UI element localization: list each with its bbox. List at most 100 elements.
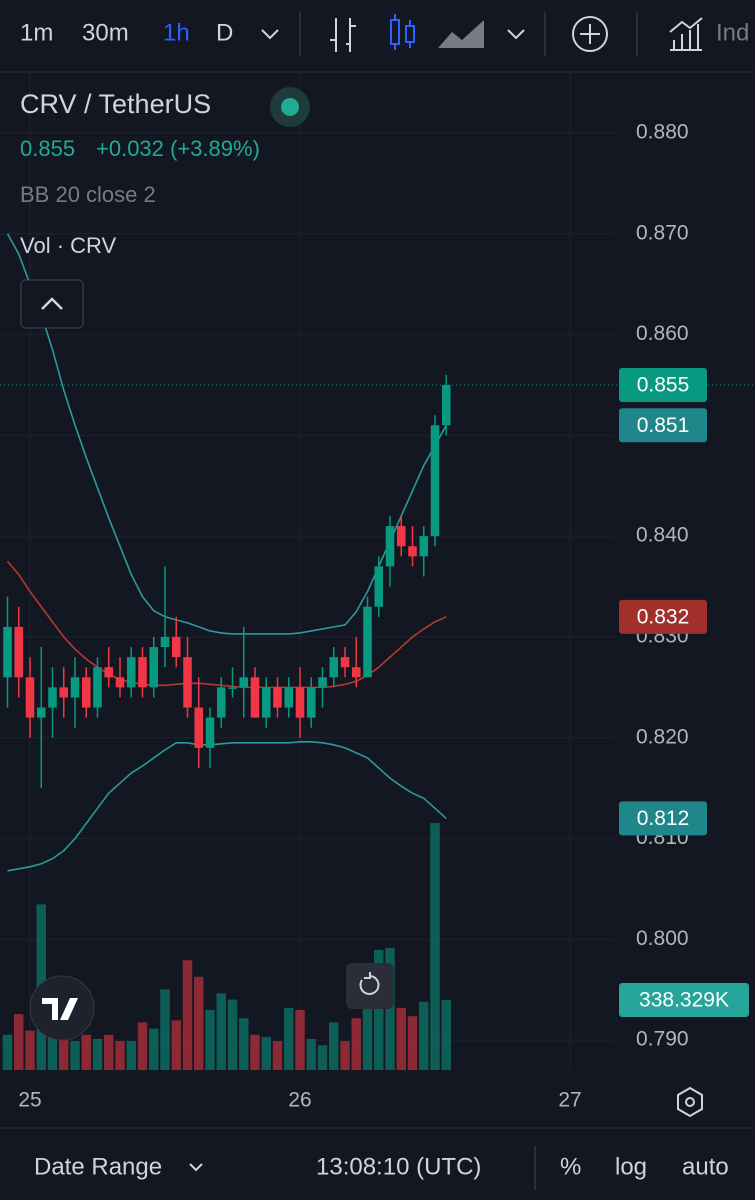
interval-button[interactable]: D	[216, 19, 233, 46]
volume-bar	[14, 1014, 24, 1070]
volume-bar	[261, 1036, 271, 1070]
volume-bar	[227, 999, 238, 1070]
settings-icon[interactable]	[677, 1086, 703, 1118]
volume-bar	[70, 1041, 80, 1070]
candle-body	[318, 677, 327, 688]
volume-bar	[419, 1001, 429, 1070]
logo[interactable]	[29, 975, 95, 1041]
price-tag-label: 0.832	[637, 605, 690, 628]
candle-body	[194, 707, 204, 748]
volume-bar	[115, 1041, 125, 1070]
bb-upper	[6, 233, 447, 635]
volume-bar	[126, 1041, 136, 1070]
volume-bar	[284, 1007, 294, 1070]
indicators-label[interactable]: Ind	[716, 19, 749, 46]
candle-body	[295, 687, 305, 718]
volume-bar	[340, 1041, 350, 1070]
candle-body	[329, 657, 339, 678]
candle-body	[374, 566, 384, 607]
candle-body	[261, 687, 271, 718]
interval-button[interactable]: 1m	[20, 19, 53, 46]
volume-bar	[396, 1007, 406, 1070]
area-icon[interactable]	[438, 20, 484, 48]
date-range-dropdown[interactable]	[189, 1163, 203, 1172]
last-price: 0.855	[20, 136, 75, 161]
candle-body	[441, 384, 451, 426]
volume-bar	[25, 1030, 35, 1070]
volume-bar	[2, 1034, 13, 1070]
candle-body	[250, 677, 260, 718]
candle-body	[340, 657, 350, 668]
price-change: +0.032 (+3.89%)	[96, 136, 260, 161]
candle-body	[48, 687, 57, 708]
candle-body	[351, 667, 361, 678]
collapse-icon	[41, 297, 63, 310]
collapse-button[interactable]	[20, 279, 84, 329]
volume-bar	[104, 1034, 114, 1070]
settings-icon-center	[685, 1097, 695, 1107]
logo-mark	[42, 998, 78, 1020]
y-tick-label: 0.880	[636, 121, 689, 144]
price-tag	[619, 367, 707, 402]
volume-bar	[250, 1034, 260, 1070]
date-range[interactable]: Date Range	[34, 1153, 162, 1180]
bb-basis	[6, 560, 447, 689]
price-tag	[619, 408, 707, 443]
volume-bar	[362, 987, 373, 1070]
volume-bar	[385, 947, 395, 1070]
candle-body	[284, 687, 294, 708]
symbol-title: CRV / TetherUS	[20, 89, 211, 119]
candle-body	[205, 717, 215, 748]
volume-bar	[205, 1009, 215, 1070]
volume-bar	[194, 976, 204, 1070]
price-tag	[619, 599, 707, 634]
candle-body	[149, 647, 159, 688]
clock: 13:08:10 (UTC)	[316, 1153, 481, 1180]
volume-bar	[295, 1009, 305, 1070]
reset-button[interactable]	[346, 963, 394, 1009]
volume-bar	[407, 1016, 418, 1070]
candle-body	[93, 667, 102, 708]
x-tick-label: 26	[288, 1089, 311, 1112]
add-button[interactable]	[572, 16, 608, 52]
bars-icon[interactable]	[330, 18, 356, 52]
indicators-icon[interactable]	[669, 17, 703, 51]
candle-body	[385, 526, 395, 567]
volume-bar	[92, 1038, 103, 1070]
candle-body	[408, 546, 417, 557]
x-tick-label: 27	[558, 1089, 581, 1112]
y-tick-label: 0.870	[636, 221, 689, 244]
candle-body	[104, 667, 114, 678]
volume-bar	[160, 989, 170, 1070]
interval-button[interactable]: 1h	[163, 19, 190, 46]
reset-icon	[359, 972, 380, 995]
candle-body	[14, 626, 24, 678]
log-toggle[interactable]: log	[615, 1153, 647, 1180]
candle-body	[3, 626, 12, 678]
candle-body	[430, 425, 440, 537]
volume-bar	[441, 999, 451, 1070]
volume-bar	[317, 1045, 328, 1070]
volume-tag-label: 338.329K	[639, 988, 729, 1011]
interval-dropdown[interactable]	[261, 29, 279, 40]
price-tag	[619, 801, 707, 836]
y-tick-label: 0.820	[636, 725, 689, 748]
auto-toggle[interactable]: auto	[682, 1153, 729, 1180]
percent-toggle[interactable]: %	[560, 1153, 581, 1180]
chart-type-dropdown[interactable]	[507, 29, 525, 40]
candle-body	[228, 687, 237, 689]
volume-bar	[47, 1034, 58, 1070]
candle-body	[216, 687, 226, 718]
volume-bar	[374, 949, 384, 1070]
y-tick-label: 0.840	[636, 524, 689, 547]
candle-body	[160, 636, 170, 648]
interval-button[interactable]: 30m	[82, 19, 129, 46]
candle-body	[70, 677, 80, 698]
candle-body	[81, 677, 91, 708]
candle-body	[171, 636, 181, 658]
candles-icon[interactable]	[390, 14, 415, 50]
volume-bar	[430, 823, 440, 1070]
candle-body	[419, 536, 429, 557]
